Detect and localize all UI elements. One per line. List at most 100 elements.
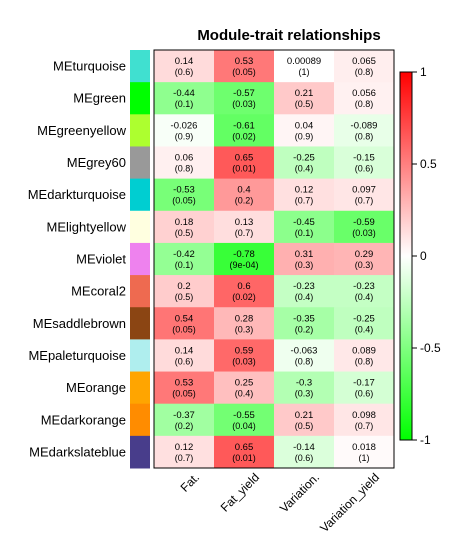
cell-pvalue: (1) xyxy=(359,453,370,463)
cell-correlation: 0.14 xyxy=(175,345,194,356)
cell-correlation: -0.57 xyxy=(233,88,255,99)
heatmap-cell xyxy=(214,339,275,372)
cell-pvalue: (0.1) xyxy=(175,99,194,109)
cell-pvalue: (0.6) xyxy=(175,67,194,77)
heatmap-cell xyxy=(154,275,215,308)
module-color-swatches xyxy=(130,50,150,469)
module-color-swatch xyxy=(130,435,150,469)
heatmap-cell xyxy=(274,339,335,372)
cell-correlation: 0.29 xyxy=(355,249,374,260)
heatmap-cell xyxy=(274,403,335,437)
cell-pvalue: (0.4) xyxy=(295,164,314,174)
heatmap-cell xyxy=(334,178,395,212)
cell-pvalue: (0.2) xyxy=(235,196,254,206)
cell-pvalue: (9e-04) xyxy=(229,260,258,270)
cell-correlation: -0.3 xyxy=(296,378,312,389)
module-color-swatch xyxy=(130,275,150,308)
cell-pvalue: (0.3) xyxy=(355,260,374,270)
cell-correlation: 0.4 xyxy=(237,185,250,196)
heatmap-cell xyxy=(334,435,395,469)
cell-correlation: 0.31 xyxy=(295,249,314,260)
cell-correlation: 0.056 xyxy=(352,88,376,99)
heatmap-cell xyxy=(154,114,215,147)
cell-pvalue: (0.8) xyxy=(355,67,374,77)
heatmap-cell xyxy=(334,50,395,83)
cell-correlation: 0.097 xyxy=(352,185,376,196)
cell-pvalue: (0.03) xyxy=(232,356,256,366)
heatmap-cell xyxy=(154,403,215,437)
heatmap-cell xyxy=(334,339,395,372)
cell-correlation: 0.21 xyxy=(295,410,314,421)
cell-pvalue: (0.7) xyxy=(235,228,254,238)
cell-pvalue: (0.05) xyxy=(172,196,196,206)
cell-correlation: -0.78 xyxy=(233,249,255,260)
cell-correlation: 0.065 xyxy=(352,56,376,67)
cell-pvalue: (0.7) xyxy=(175,453,194,463)
heatmap-frame xyxy=(153,49,395,469)
cell-correlation: -0.17 xyxy=(353,378,375,389)
cell-correlation: 0.13 xyxy=(235,217,254,228)
cell-correlation: -0.063 xyxy=(291,345,318,356)
module-color-swatch xyxy=(130,210,150,244)
colorbar-tick-label: 0 xyxy=(420,249,427,263)
row-label: MEsaddlebrown xyxy=(33,316,126,331)
row-labels: MEturquoise MEgreen MEgreenyellow MEgrey60 M… xyxy=(28,59,127,460)
cell-correlation: 0.6 xyxy=(237,281,250,292)
cell-pvalue: (0.6) xyxy=(355,164,374,174)
cell-correlation: 0.018 xyxy=(352,442,376,453)
cell-pvalue: (0.4) xyxy=(355,292,374,302)
cell-pvalue: (0.2) xyxy=(295,324,314,334)
row-label: MEdarkslateblue xyxy=(29,444,126,459)
heatmap-cell xyxy=(154,371,215,405)
module-color-swatch xyxy=(130,178,150,212)
cell-correlation: 0.00089 xyxy=(287,56,321,67)
column-label: Variation_yield xyxy=(317,470,382,535)
column-label: Fat_yield xyxy=(218,470,262,514)
heatmap-cell xyxy=(274,275,335,308)
cell-pvalue: (0.8) xyxy=(355,131,374,141)
heatmap-cell xyxy=(214,146,275,180)
heatmap-cell xyxy=(274,371,335,405)
heatmap-cell xyxy=(214,307,275,340)
cell-pvalue: (0.7) xyxy=(355,196,374,206)
module-color-swatch xyxy=(130,50,150,83)
cell-correlation: -0.53 xyxy=(173,185,195,196)
row-label: MEdarkturquoise xyxy=(28,187,126,202)
row-label: MEviolet xyxy=(76,252,126,267)
heatmap-cell xyxy=(154,435,215,469)
row-label: MEgreen xyxy=(73,91,126,106)
cell-correlation: 0.18 xyxy=(175,217,194,228)
cell-pvalue: (0.8) xyxy=(355,356,374,366)
cell-correlation: -0.61 xyxy=(233,120,255,131)
cell-correlation: -0.55 xyxy=(233,410,255,421)
cell-pvalue: (0.3) xyxy=(295,260,314,270)
heatmap-cell xyxy=(334,371,395,405)
cell-pvalue: (0.9) xyxy=(295,131,314,141)
heatmap-cell xyxy=(154,307,215,340)
cell-pvalue: (0.2) xyxy=(175,421,194,431)
cell-correlation: -0.14 xyxy=(293,442,315,453)
cell-correlation: 0.53 xyxy=(175,378,194,389)
heatmap-cell xyxy=(274,82,335,115)
module-color-swatch xyxy=(130,82,150,115)
heatmap-cell xyxy=(214,114,275,147)
cell-pvalue: (1) xyxy=(299,67,310,77)
cell-correlation: -0.089 xyxy=(351,120,378,131)
colorbar-tick-label: -0.5 xyxy=(420,341,441,355)
cell-correlation: -0.45 xyxy=(293,217,315,228)
heatmap-cell xyxy=(334,242,395,276)
cell-pvalue: (0.01) xyxy=(232,164,256,174)
cell-pvalue: (0.03) xyxy=(232,99,256,109)
cell-pvalue: (0.4) xyxy=(355,324,374,334)
cell-correlation: 0.25 xyxy=(235,378,254,389)
cell-pvalue: (0.05) xyxy=(172,324,196,334)
heatmap-cell xyxy=(334,275,395,308)
heatmap-cell xyxy=(154,210,215,244)
cell-pvalue: (0.6) xyxy=(295,453,314,463)
heatmap-cell xyxy=(334,146,395,180)
cell-pvalue: (0.8) xyxy=(355,99,374,109)
heatmap-cell xyxy=(274,242,335,276)
heatmap-cell xyxy=(334,114,395,147)
heatmap-cell xyxy=(154,339,215,372)
